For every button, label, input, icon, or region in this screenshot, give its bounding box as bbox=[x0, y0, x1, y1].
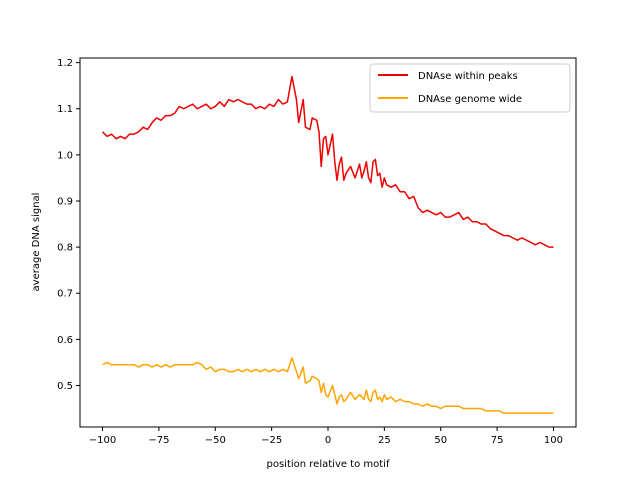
legend-label-series-0: DNAse within peaks bbox=[418, 71, 518, 82]
x-tick-label: −75 bbox=[148, 435, 169, 446]
x-tick-label: 75 bbox=[491, 435, 504, 446]
x-axis: −100 −75 −50 −25 0 25 50 75 100 bbox=[89, 427, 563, 446]
x-tick-label: 0 bbox=[325, 435, 331, 446]
series-line-1 bbox=[102, 357, 554, 414]
y-axis-label: average DNA signal bbox=[31, 193, 42, 292]
x-tick-label: −25 bbox=[261, 435, 282, 446]
y-tick-label: 0.6 bbox=[57, 335, 73, 346]
legend-label-series-1: DNAse genome wide bbox=[418, 94, 522, 105]
x-tick-label: 50 bbox=[434, 435, 447, 446]
y-tick-label: 1.0 bbox=[57, 150, 73, 161]
y-tick-label: 0.5 bbox=[57, 381, 73, 392]
y-tick-label: 0.9 bbox=[57, 196, 73, 207]
legend: DNAse within peaks DNAse genome wide bbox=[369, 63, 571, 113]
x-tick-label: −50 bbox=[205, 435, 226, 446]
x-tick-label: 25 bbox=[378, 435, 391, 446]
y-tick-label: 1.1 bbox=[57, 104, 73, 115]
y-axis: 0.5 0.6 0.7 0.8 0.9 1.0 1.1 1.2 bbox=[57, 58, 80, 392]
x-tick-label: −100 bbox=[89, 435, 116, 446]
series-layer bbox=[102, 75, 554, 414]
x-tick-label: 100 bbox=[544, 435, 563, 446]
y-tick-label: 1.2 bbox=[57, 58, 73, 69]
y-tick-label: 0.7 bbox=[57, 289, 73, 300]
legend-box bbox=[369, 63, 571, 113]
x-axis-label: position relative to motif bbox=[267, 459, 390, 470]
y-tick-label: 0.8 bbox=[57, 243, 73, 254]
series-line-0 bbox=[102, 75, 554, 248]
